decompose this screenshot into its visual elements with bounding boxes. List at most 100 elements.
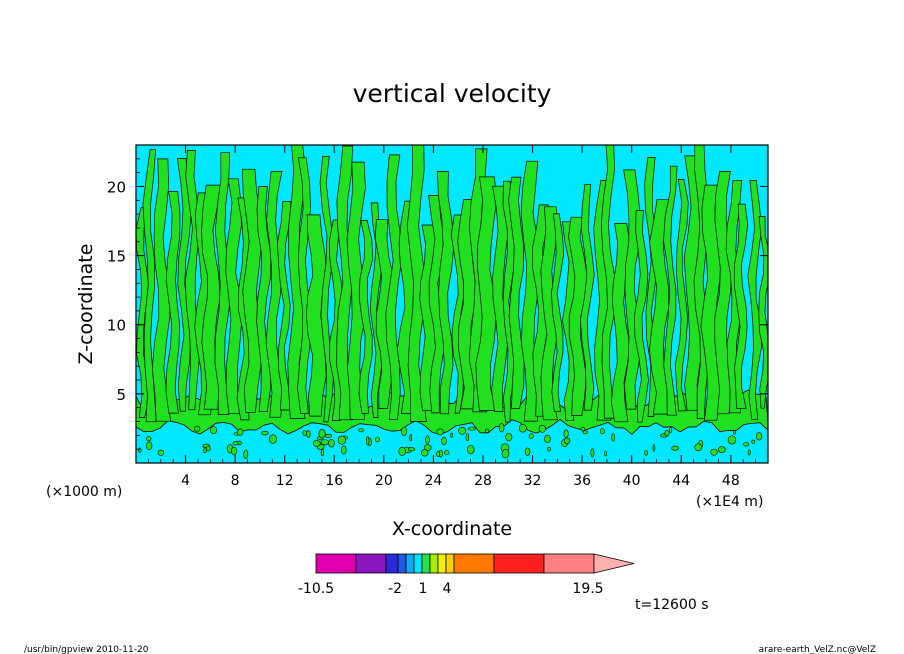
field-cell: [501, 449, 510, 459]
field-cell: [423, 444, 432, 451]
field-plume: [633, 210, 649, 423]
field-cell: [358, 428, 364, 433]
colorbar-segment: [543, 553, 595, 574]
field-cell: [755, 432, 763, 441]
velocity-field: [136, 145, 768, 463]
field-plume: [214, 152, 231, 415]
colorbar-segment: [405, 553, 415, 574]
field-cell: [563, 437, 571, 444]
field-cell: [498, 423, 505, 433]
y-tick-label: 10: [107, 317, 126, 335]
field-cell: [652, 444, 656, 452]
field-cell: [425, 435, 430, 445]
field-plume: [277, 201, 292, 411]
x-tick-label: 4: [181, 473, 190, 489]
field-cell: [237, 428, 244, 436]
x-tick-label: 12: [276, 473, 294, 489]
field-cell: [320, 448, 325, 457]
field-plume: [346, 161, 366, 420]
field-cell: [611, 433, 616, 442]
field-cell: [727, 435, 737, 445]
field-cell: [209, 426, 218, 434]
x-tick-label: 28: [474, 473, 492, 489]
field-plume: [600, 145, 616, 419]
field-cell: [751, 439, 756, 444]
field-cell: [320, 439, 329, 446]
field-cell: [324, 433, 333, 438]
x-tick-label: 24: [424, 473, 442, 489]
field-cell: [302, 430, 307, 436]
colorbar-segment: [413, 553, 423, 574]
field-plume: [663, 165, 678, 416]
field-plume: [674, 179, 689, 412]
field-cell: [375, 436, 380, 443]
field-cell: [590, 448, 595, 458]
x-tick-label: 8: [231, 473, 240, 489]
field-cell: [232, 441, 239, 446]
colorbar-segment: [355, 553, 387, 574]
x-tick-label: 44: [672, 473, 690, 489]
field-plume: [551, 213, 565, 413]
y-tick-label: 15: [107, 248, 126, 266]
field-cell: [694, 443, 703, 452]
field-plume: [151, 158, 171, 422]
field-plume: [725, 179, 743, 414]
field-cell: [465, 433, 470, 442]
footer-left: /usr/bin/gpview 2010-11-20: [24, 645, 149, 654]
field-cell: [138, 447, 142, 453]
field-cell: [710, 448, 718, 456]
field-cell: [743, 442, 750, 447]
field-plume: [265, 170, 283, 418]
field-plume: [336, 145, 354, 421]
colorbar-segment: [397, 553, 407, 574]
y-axis-label: Z-coordinate: [75, 244, 97, 365]
x-unit-right: (×1E4 m): [696, 494, 763, 510]
field-cell: [205, 445, 211, 452]
field-cell: [194, 425, 201, 432]
field-cell: [671, 445, 679, 451]
field-cell: [261, 430, 269, 436]
field-cell: [600, 428, 605, 435]
colorbar-arrow: [593, 553, 635, 574]
field-cell: [146, 436, 152, 442]
field-cell: [409, 434, 413, 442]
field-cell: [318, 429, 326, 439]
time-label: t=12600 s: [635, 597, 709, 613]
field-cell: [441, 436, 447, 446]
field-cell: [563, 429, 569, 438]
field-cell: [407, 447, 416, 452]
colorbar-segment: [453, 553, 495, 574]
field-plume: [580, 184, 595, 411]
colorbar-tick-label: 1: [419, 581, 428, 597]
colorbar-tick-label: -2: [388, 581, 402, 597]
field-plume: [437, 171, 455, 415]
field-cell: [524, 447, 531, 456]
chart-title: vertical velocity: [353, 79, 552, 108]
colorbar: -10.5 -2 1 4 19.5: [298, 553, 635, 597]
field-cell: [341, 445, 347, 455]
field-cell: [366, 436, 370, 446]
x-tick-label: 16: [325, 473, 343, 489]
field-cell: [732, 430, 736, 435]
x-tick-label: 48: [722, 473, 740, 489]
field-cell: [664, 430, 670, 437]
field-cell: [243, 449, 249, 459]
field-cell: [644, 450, 649, 456]
field-cell: [458, 426, 467, 435]
field-cell: [146, 441, 153, 451]
field-plume: [225, 178, 243, 414]
x-unit-left: (×1000 m): [46, 484, 122, 500]
field-plume: [406, 145, 427, 422]
colorbar-segment: [429, 553, 439, 574]
field-cell: [398, 446, 406, 456]
field-cell: [312, 440, 321, 447]
field-cell: [747, 449, 751, 456]
y-tick-label: 5: [116, 386, 126, 404]
field-plume: [358, 220, 374, 414]
field-cell: [528, 433, 534, 439]
field-cell: [231, 446, 238, 456]
x-tick-label: 32: [524, 473, 542, 489]
